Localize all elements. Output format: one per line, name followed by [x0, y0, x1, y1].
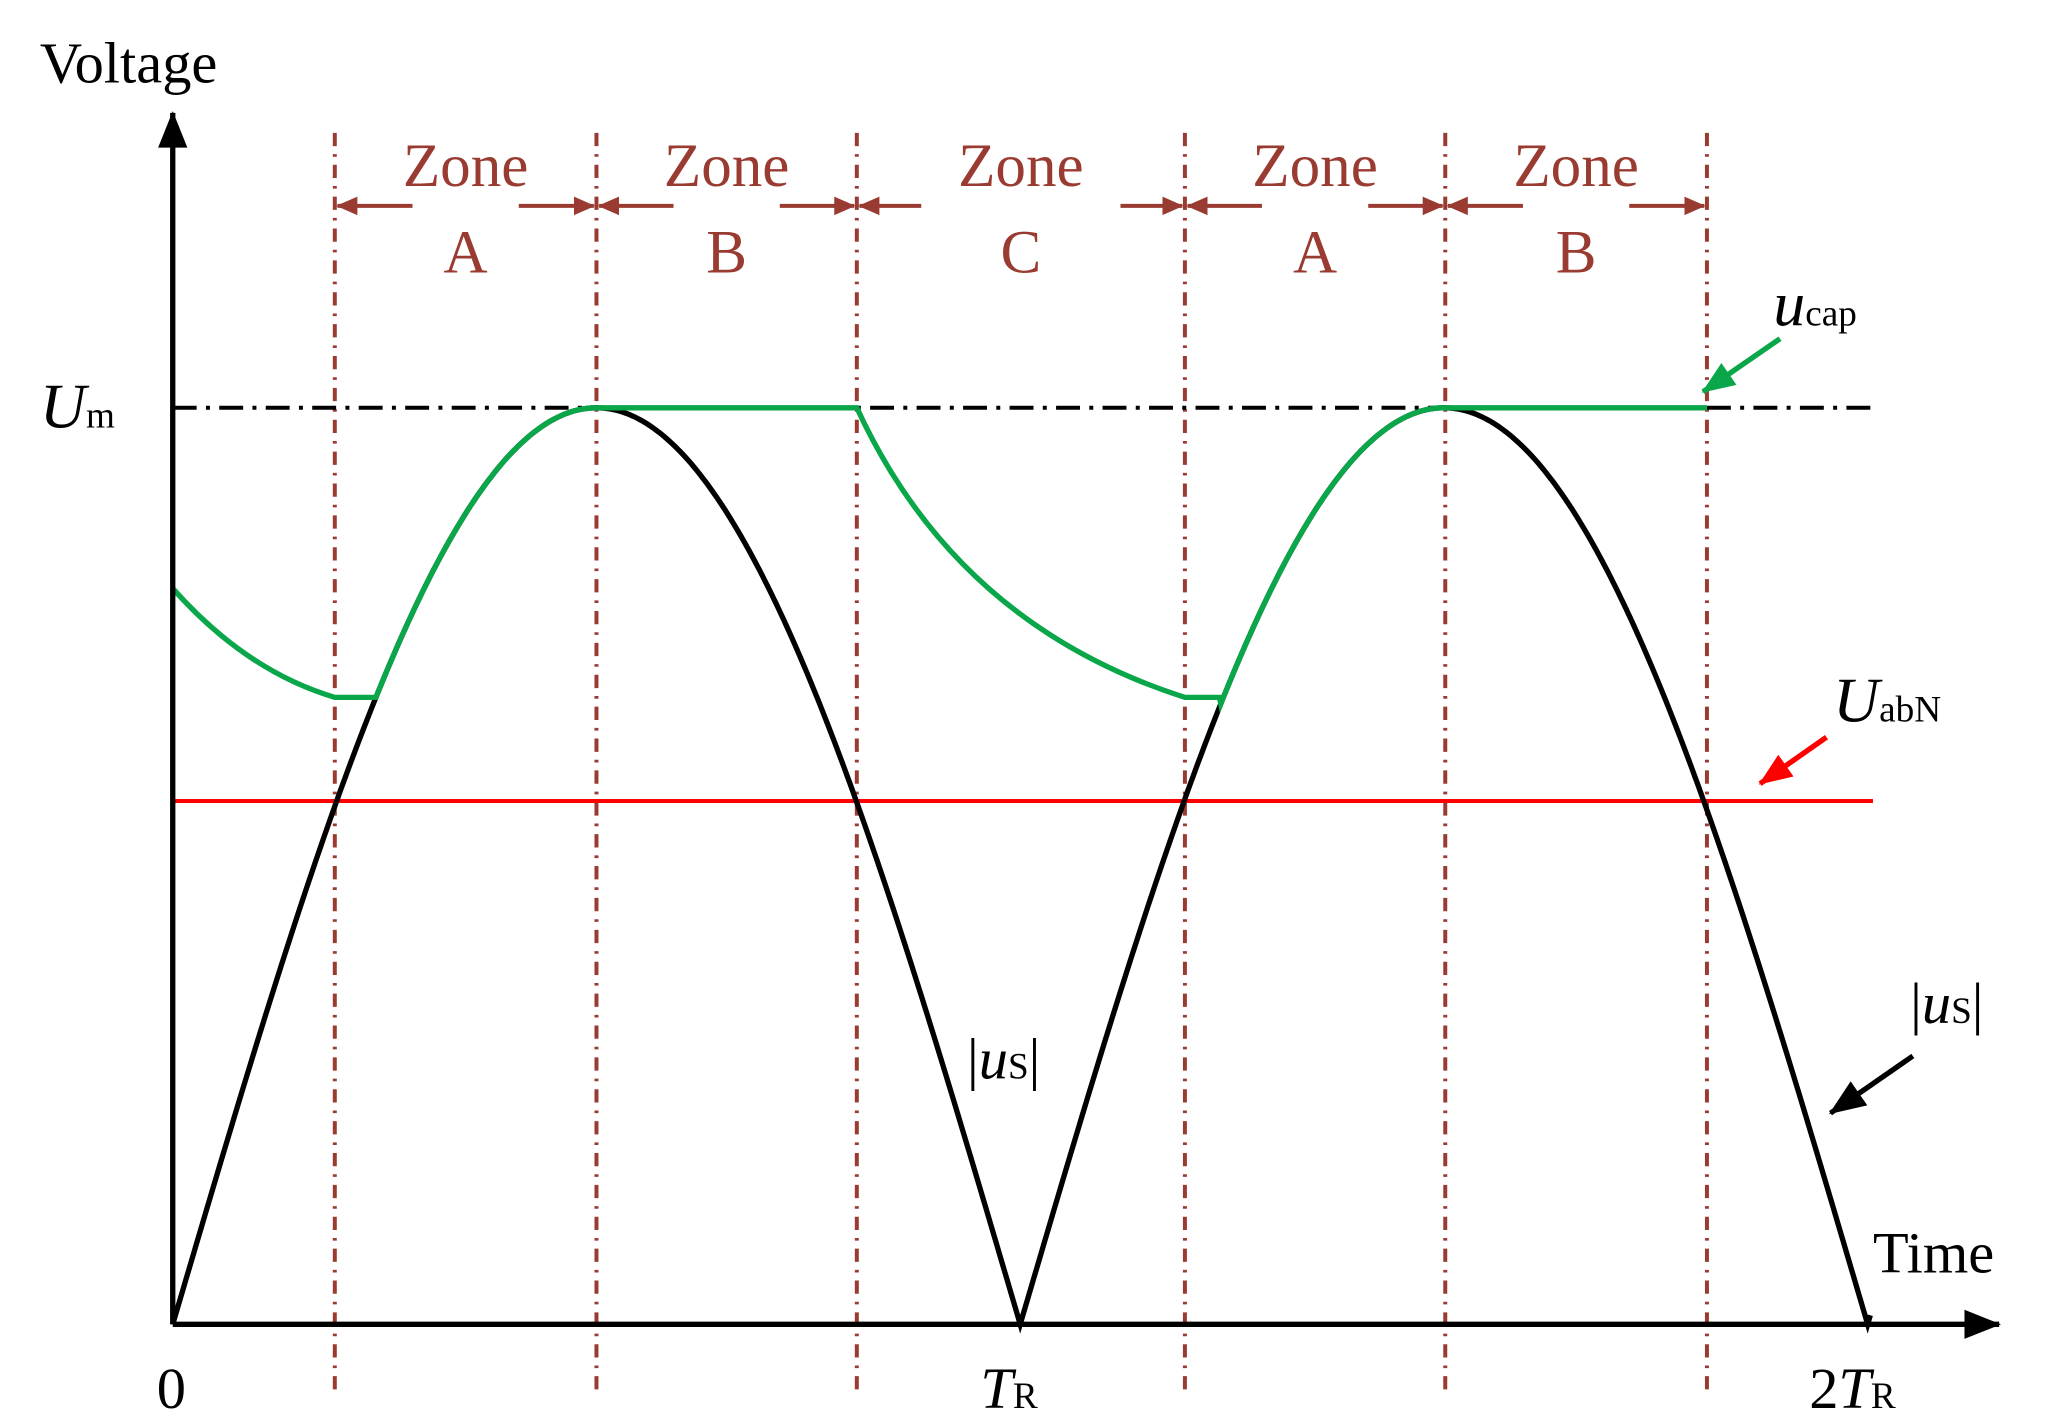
symbol: U	[40, 371, 90, 442]
uabn-pointer	[1758, 735, 1829, 786]
subscript: m	[86, 396, 115, 437]
subscript: S	[1008, 1047, 1029, 1088]
symbol: U	[1833, 664, 1883, 735]
zone-guides	[332, 132, 1709, 1398]
symbol: T	[980, 1356, 1016, 1421]
bar: |	[1972, 971, 1984, 1036]
subscript: R	[1013, 1376, 1038, 1417]
zone-word: Zone	[1252, 133, 1378, 200]
zone-labels: Zone A Zone B Zone C Zone A Zone B	[336, 133, 1706, 286]
zone-gap	[1261, 192, 1369, 220]
zone-gap	[412, 192, 519, 220]
x-tick-label: 0	[157, 1356, 186, 1421]
zone-letter: C	[1000, 219, 1041, 286]
bar: |	[1910, 971, 1922, 1036]
subscript: R	[1871, 1376, 1896, 1417]
ucap-curve	[170, 405, 1707, 713]
zone-gap	[1522, 192, 1630, 220]
y-axis-label: Voltage	[40, 30, 217, 95]
zone-gap	[673, 192, 780, 220]
symbol: T	[1838, 1356, 1874, 1421]
zone-word: Zone	[958, 133, 1084, 200]
coefficient: 2	[1809, 1356, 1838, 1421]
symbol: u	[1922, 971, 1951, 1036]
us-pointer	[1828, 1053, 1915, 1116]
zone-word: Zone	[664, 133, 790, 200]
ucap-label: ucap	[1773, 268, 1856, 339]
us-label: |uS|	[967, 1027, 1040, 1092]
zone-gap	[921, 192, 1121, 220]
zone-letter: B	[706, 219, 747, 286]
subscript: cap	[1805, 293, 1857, 334]
zone-word: Zone	[1513, 133, 1639, 200]
x-tick-label: 2TR	[1809, 1356, 1896, 1421]
zone-letter: A	[1293, 219, 1337, 286]
symbol: u	[1773, 268, 1805, 339]
subscript: abN	[1879, 689, 1941, 730]
zone-word: Zone	[403, 133, 529, 200]
us-label: |uS|	[1910, 971, 1983, 1036]
zone-letter: A	[444, 219, 488, 286]
x-axis-label: Time	[1873, 1221, 1994, 1286]
zone-letter: B	[1556, 219, 1597, 286]
bar: |	[1029, 1027, 1041, 1092]
x-tick-label: TR	[980, 1356, 1038, 1421]
uabn-label: UabN	[1833, 664, 1941, 735]
bar: |	[967, 1027, 979, 1092]
us-curve	[170, 405, 1873, 1334]
ucap-pointer	[1701, 336, 1782, 395]
subscript: S	[1951, 991, 1972, 1032]
symbol: u	[979, 1027, 1008, 1092]
um-label: Um	[40, 371, 115, 442]
